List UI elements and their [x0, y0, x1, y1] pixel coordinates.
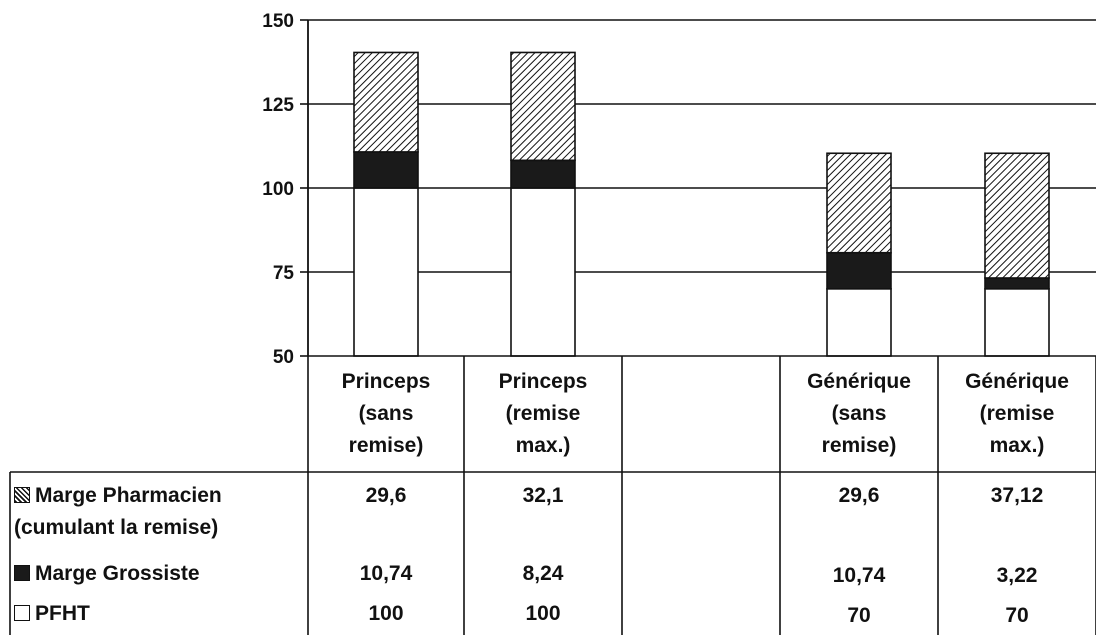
y-tick-label: 75 [273, 263, 295, 284]
bar-segment-pfht-0 [353, 187, 419, 357]
y-tick-label: 100 [262, 179, 294, 200]
gridlines [308, 19, 1096, 273]
y-tick-label: 150 [262, 11, 294, 32]
bar-segment-marge-grossiste-0 [353, 151, 419, 189]
bar-segment-marge-grossiste-3 [826, 251, 892, 290]
bar-segment-pfht-4 [984, 287, 1050, 357]
bar-segment-marge-pharmacien-cumulant-la-remise--4 [984, 152, 1050, 279]
bars [353, 51, 1050, 357]
bar-segment-marge-grossiste-4 [984, 277, 1050, 290]
y-axis: 50 75 100 125 150 [262, 11, 309, 368]
bar-segment-marge-pharmacien-cumulant-la-remise--3 [826, 152, 892, 254]
bar-segment-marge-grossiste-1 [510, 159, 576, 189]
bar-segment-pfht-3 [826, 287, 892, 357]
y-tick-label: 125 [262, 95, 294, 116]
bar-segment-marge-pharmacien-cumulant-la-remise--1 [510, 51, 576, 162]
bar-segment-pfht-1 [510, 187, 576, 357]
y-tick-label: 50 [273, 347, 294, 368]
data-table-lines [9, 355, 1096, 635]
bar-segment-marge-pharmacien-cumulant-la-remise--0 [353, 51, 419, 153]
